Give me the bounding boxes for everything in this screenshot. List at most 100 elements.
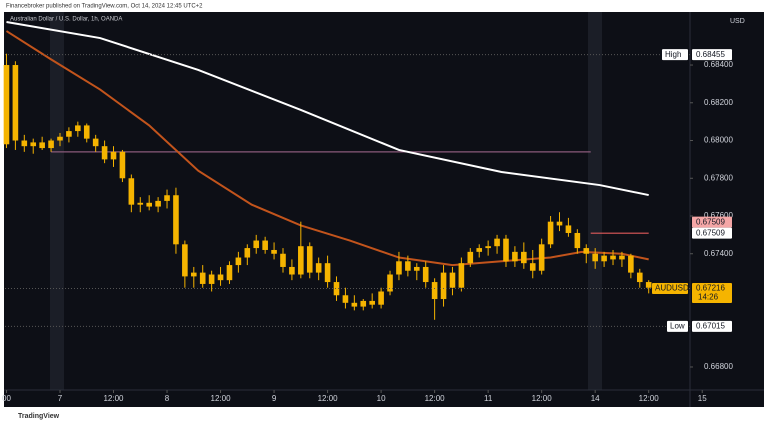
candle-body <box>235 257 242 266</box>
candle-body <box>92 138 99 147</box>
x-tick-label: 12:00 <box>103 394 124 403</box>
candle-body <box>610 255 616 260</box>
price-marker-label: 0.67216 <box>696 284 725 293</box>
y-tick-label: 0.68400 <box>704 60 733 69</box>
candle-body <box>413 266 420 271</box>
candle-body <box>333 282 340 296</box>
candle-body <box>645 282 652 288</box>
price-marker <box>692 216 732 228</box>
candle-body <box>155 200 161 207</box>
candle-body <box>244 248 251 258</box>
candle-body <box>110 151 117 160</box>
y-tick-label: 0.68200 <box>704 98 733 107</box>
x-tick-label: 12:00 <box>318 394 339 403</box>
moving-average <box>5 30 649 267</box>
candle-body <box>405 261 411 271</box>
candle-body <box>253 240 260 249</box>
footer-logo: TradingView <box>18 413 60 420</box>
candle-body <box>396 261 402 275</box>
candle-body <box>39 142 45 149</box>
candle-body <box>190 272 197 277</box>
x-tick-label: 11 <box>484 394 493 403</box>
candle-body <box>619 255 625 260</box>
candle-body <box>467 251 474 264</box>
session-band <box>588 12 602 390</box>
candle-body <box>137 202 144 205</box>
candle-body <box>512 251 518 262</box>
candle-body <box>583 248 590 254</box>
price-marker-label: 0.67509 <box>696 217 725 226</box>
y-tick-label: 0.67800 <box>704 173 733 182</box>
candle-body <box>182 244 188 277</box>
candle-body <box>547 221 554 245</box>
candle-body <box>306 246 313 273</box>
candle-body <box>173 195 179 245</box>
candle-body <box>57 136 63 141</box>
candle-body <box>217 274 224 281</box>
x-tick-label: 00 <box>2 394 11 403</box>
candle-body <box>360 300 367 307</box>
x-tick-label: 8 <box>165 394 170 403</box>
candle-body <box>342 295 349 303</box>
candle-body <box>485 246 491 249</box>
price-marker-label: 0.68455 <box>696 50 725 59</box>
candle-body <box>164 195 170 201</box>
candle-body <box>75 125 81 132</box>
candle-body <box>48 140 54 149</box>
candle-body <box>431 282 438 300</box>
header: Financebroker published on TradingView.c… <box>6 4 203 10</box>
price-marker-label: 0.67509 <box>696 228 725 237</box>
candle-body <box>476 248 483 252</box>
x-tick-label: 9 <box>272 394 277 403</box>
candle-body <box>601 255 607 262</box>
candle-body <box>378 291 384 305</box>
candle-body <box>351 302 358 307</box>
candle-body <box>494 238 500 247</box>
candle-body <box>369 300 375 305</box>
candle-body <box>387 274 393 292</box>
x-tick-label: 12:00 <box>211 394 232 403</box>
candle-body <box>521 251 527 264</box>
marker-name: High <box>665 50 681 59</box>
candle-body <box>440 272 447 300</box>
candle-body <box>636 272 643 283</box>
candle-body <box>628 255 634 273</box>
candle-body <box>30 142 37 147</box>
y-tick-label: 0.67400 <box>704 249 733 258</box>
price-marker <box>692 282 732 303</box>
candle-body <box>574 232 581 249</box>
candle-body <box>119 151 126 179</box>
candle-body <box>556 221 563 226</box>
countdown: 14:26 <box>698 293 719 302</box>
price-marker <box>692 227 732 239</box>
candle-body <box>565 225 572 233</box>
price-marker <box>692 49 732 61</box>
candle-body <box>289 266 295 275</box>
x-tick-label: 10 <box>377 394 386 403</box>
candle-body <box>101 146 108 160</box>
candle-body <box>592 253 598 262</box>
candle-body <box>21 140 28 147</box>
x-tick-label: 14 <box>591 394 600 403</box>
marker-name-bg <box>652 282 688 294</box>
candle-body <box>449 272 456 288</box>
session-band <box>50 12 64 390</box>
x-tick-label: 15 <box>698 394 707 403</box>
marker-name: AUDUSD <box>655 284 689 293</box>
candle-body <box>208 274 215 284</box>
candle-body <box>529 263 536 271</box>
candle-body <box>538 244 545 271</box>
x-tick-label: 7 <box>58 394 63 403</box>
marker-name: Low <box>670 322 685 331</box>
candle-body <box>280 253 286 267</box>
y-tick-label: 0.66800 <box>704 362 733 371</box>
legend-title: Australian Dollar / U.S. Dollar, 1h, OAN… <box>10 17 122 23</box>
candle-body <box>128 178 135 205</box>
x-tick-label: 12:00 <box>425 394 446 403</box>
candle-body <box>83 125 90 139</box>
x-tick-label: 12:00 <box>639 394 660 403</box>
candle-body <box>458 263 465 288</box>
candle-body <box>146 202 152 207</box>
candle-body <box>3 65 10 145</box>
